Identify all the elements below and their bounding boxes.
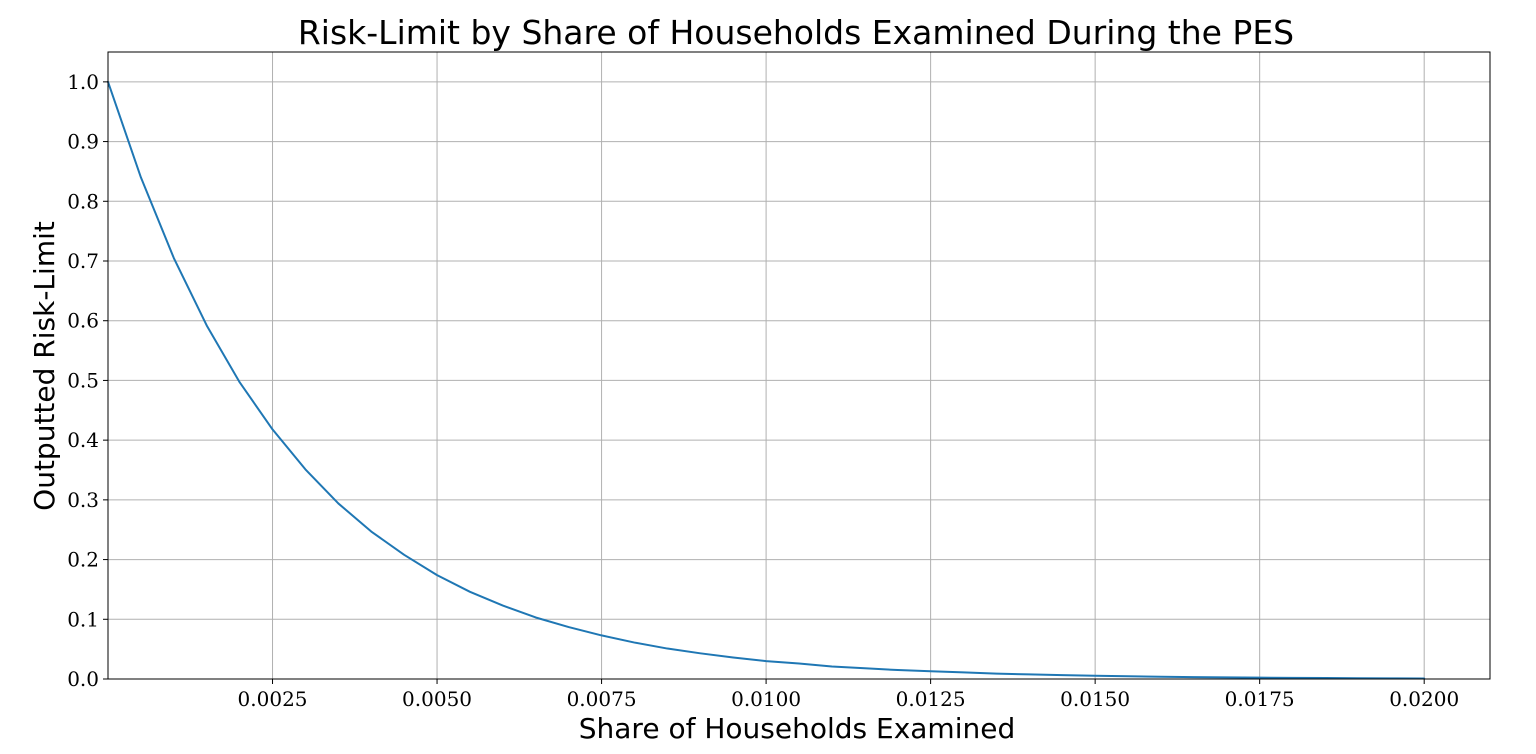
chart-title: Risk-Limit by Share of Households Examin… [298,13,1294,52]
y-tick-label: 1.0 [67,70,99,94]
y-tick-label: 0.7 [67,249,99,273]
y-tick-label: 0.4 [67,428,99,452]
y-tick-label: 0.6 [67,309,99,333]
x-tick-label: 0.0150 [1060,687,1130,711]
x-tick-label: 0.0175 [1225,687,1295,711]
x-tick-label: 0.0200 [1389,687,1459,711]
y-axis-label: Outputted Risk-Limit [28,221,61,511]
x-tick-label: 0.0075 [567,687,637,711]
x-axis-ticks: 0.0025 0.0050 0.0075 0.0100 0.0125 0.0150 0.01… [238,679,1459,711]
y-tick-label: 0.1 [67,607,99,631]
x-axis-label: Share of Households Examined [579,712,1015,745]
y-tick-label: 0.9 [67,130,99,154]
y-tick-label: 0.0 [67,667,99,691]
plot-frame [107,51,1491,680]
y-tick-label: 0.5 [67,368,99,392]
x-tick-label: 0.0050 [402,687,472,711]
y-tick-label: 0.8 [67,189,99,213]
y-tick-label: 0.2 [67,548,99,572]
x-tick-label: 0.0025 [238,687,308,711]
risk-limit-series-line [107,80,1426,680]
y-axis-ticks: 0.0 0.1 0.2 0.3 0.4 0.5 0.6 0.7 0.8 0.9 1.0 [67,70,108,691]
x-tick-label: 0.0125 [896,687,966,711]
y-tick-label: 0.3 [67,488,99,512]
series-layer [107,80,1426,680]
x-tick-label: 0.0100 [731,687,801,711]
